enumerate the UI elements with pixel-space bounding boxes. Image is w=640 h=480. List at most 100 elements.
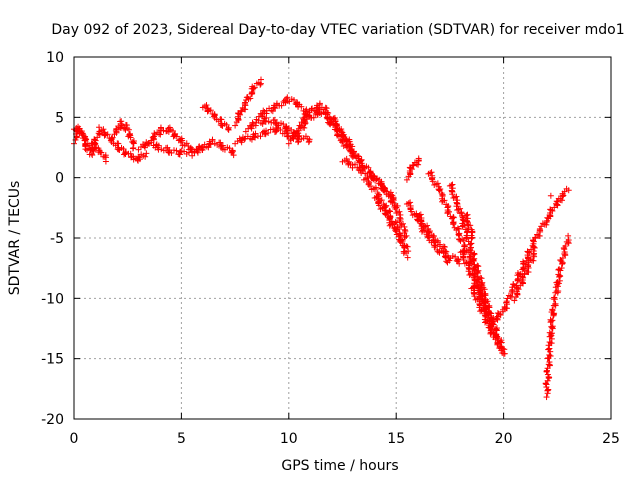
data-point bbox=[475, 276, 482, 283]
data-point bbox=[135, 157, 142, 164]
data-point bbox=[272, 105, 279, 112]
data-point bbox=[478, 275, 485, 282]
data-point bbox=[530, 238, 537, 245]
data-point bbox=[418, 228, 425, 235]
data-point bbox=[429, 178, 436, 185]
data-point bbox=[456, 260, 463, 267]
data-point bbox=[225, 125, 232, 132]
data-point bbox=[405, 248, 412, 255]
data-point bbox=[117, 118, 124, 125]
data-point bbox=[367, 169, 374, 176]
data-point bbox=[554, 198, 561, 205]
data-point bbox=[545, 375, 552, 382]
data-point bbox=[89, 152, 96, 159]
data-point bbox=[372, 186, 379, 193]
data-point bbox=[157, 131, 164, 138]
data-point bbox=[549, 317, 556, 324]
x-tick-label: 0 bbox=[70, 431, 79, 447]
data-point bbox=[499, 345, 506, 352]
data-point bbox=[340, 131, 347, 138]
data-point bbox=[157, 124, 164, 131]
data-point bbox=[235, 110, 242, 117]
data-point bbox=[454, 225, 461, 232]
data-point bbox=[156, 131, 163, 138]
data-point bbox=[544, 371, 551, 378]
data-point bbox=[484, 298, 491, 305]
y-tick-label: 0 bbox=[55, 171, 64, 187]
data-point bbox=[277, 126, 284, 133]
data-point bbox=[459, 216, 466, 223]
data-point bbox=[265, 129, 272, 136]
data-point bbox=[94, 134, 101, 141]
data-point bbox=[86, 151, 93, 158]
data-point bbox=[263, 114, 270, 121]
data-point bbox=[121, 150, 128, 157]
data-point bbox=[464, 234, 471, 241]
data-point bbox=[399, 220, 406, 227]
data-point bbox=[306, 136, 313, 143]
data-point bbox=[392, 227, 399, 234]
data-point bbox=[468, 261, 475, 268]
data-point bbox=[367, 183, 374, 190]
data-point bbox=[376, 176, 383, 183]
data-point bbox=[555, 280, 562, 287]
data-point bbox=[443, 248, 450, 255]
data-point bbox=[458, 210, 465, 217]
data-point bbox=[424, 233, 431, 240]
data-point bbox=[450, 213, 457, 220]
data-point bbox=[374, 193, 381, 200]
y-tick-label: 5 bbox=[55, 110, 64, 126]
x-tick-label: 20 bbox=[495, 431, 513, 447]
data-point bbox=[375, 198, 382, 205]
data-point bbox=[168, 149, 175, 156]
data-point bbox=[469, 270, 476, 277]
data-point bbox=[392, 205, 399, 212]
data-point bbox=[82, 146, 89, 153]
data-point bbox=[565, 187, 572, 194]
data-point bbox=[453, 193, 460, 200]
data-point bbox=[429, 174, 436, 181]
data-point bbox=[404, 254, 411, 261]
data-point bbox=[127, 134, 134, 141]
data-point bbox=[520, 260, 527, 267]
data-point bbox=[415, 161, 422, 168]
data-point bbox=[480, 306, 487, 313]
data-point bbox=[494, 340, 501, 347]
data-point bbox=[545, 387, 552, 394]
x-axis-ticks: 0 5 10 15 20 25 bbox=[70, 57, 620, 447]
data-point bbox=[403, 232, 410, 239]
data-point bbox=[460, 256, 467, 263]
chart-title: Day 092 of 2023, Sidereal Day-to-day VTE… bbox=[51, 22, 624, 38]
data-point bbox=[494, 340, 501, 347]
data-point bbox=[404, 243, 411, 250]
data-point bbox=[142, 153, 149, 160]
data-point bbox=[232, 122, 239, 129]
data-point bbox=[450, 220, 457, 227]
data-point bbox=[259, 120, 266, 127]
data-point bbox=[109, 134, 116, 141]
data-point bbox=[325, 110, 332, 117]
data-point bbox=[544, 377, 551, 384]
data-point bbox=[487, 310, 494, 317]
data-point bbox=[471, 293, 478, 300]
data-point bbox=[155, 142, 162, 149]
data-point bbox=[386, 222, 393, 229]
data-point bbox=[82, 136, 89, 143]
data-point bbox=[392, 219, 399, 226]
data-point bbox=[565, 232, 572, 239]
data-point bbox=[187, 144, 194, 151]
y-axis-ticks: -20 -15 -10 -5 0 5 10 bbox=[41, 50, 611, 428]
data-point bbox=[75, 123, 82, 130]
data-point bbox=[178, 139, 185, 146]
data-point bbox=[547, 207, 554, 214]
data-point bbox=[559, 197, 566, 204]
y-tick-label: -15 bbox=[41, 352, 64, 368]
data-point bbox=[257, 81, 264, 88]
data-point bbox=[417, 211, 424, 218]
data-point bbox=[402, 234, 409, 241]
data-point bbox=[514, 285, 521, 292]
data-point bbox=[151, 130, 158, 137]
x-tick-label: 15 bbox=[387, 431, 405, 447]
data-point bbox=[92, 137, 99, 144]
data-point bbox=[485, 308, 492, 315]
